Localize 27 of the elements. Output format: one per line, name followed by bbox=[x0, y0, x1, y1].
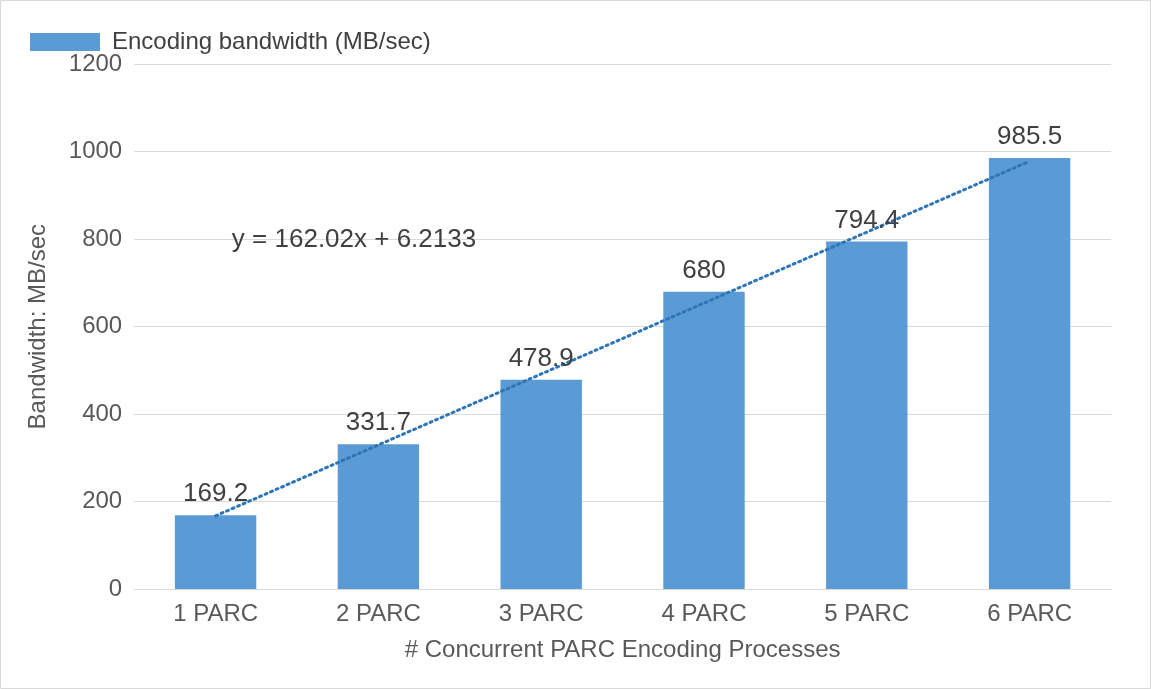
data-label: 169.2 bbox=[183, 477, 249, 508]
bar bbox=[500, 379, 582, 589]
bar bbox=[663, 291, 745, 589]
y-tick-label: 0 bbox=[108, 574, 123, 602]
x-tick-label: 2 PARC bbox=[335, 599, 421, 627]
y-tick-label: 600 bbox=[82, 311, 123, 339]
annotation: y = 162.02x + 6.2133 bbox=[231, 223, 477, 254]
x-tick-label: 6 PARC bbox=[987, 599, 1073, 627]
data-label: 985.5 bbox=[997, 120, 1063, 151]
bar bbox=[337, 444, 420, 589]
y-tick-label: 800 bbox=[82, 223, 123, 251]
data-label: 680 bbox=[682, 253, 726, 284]
x-tick-label: 5 PARC bbox=[824, 599, 910, 627]
y-tick-label: 1000 bbox=[68, 136, 123, 164]
data-label: 331.7 bbox=[345, 406, 411, 437]
y-tick-label: 400 bbox=[82, 398, 123, 426]
x-tick-label: 3 PARC bbox=[498, 599, 584, 627]
bar bbox=[988, 157, 1071, 589]
x-tick-label: 4 PARC bbox=[661, 599, 747, 627]
x-axis-title: # Concurrent PARC Encoding Processes bbox=[404, 635, 841, 663]
x-tick-label: 1 PARC bbox=[173, 599, 259, 627]
bar bbox=[826, 241, 908, 589]
y-axis-title: Bandwidth: MB/sec bbox=[23, 223, 51, 430]
data-label: 478.9 bbox=[508, 341, 574, 372]
y-tick-label: 200 bbox=[82, 486, 123, 514]
bar bbox=[174, 515, 257, 589]
data-label: 794.4 bbox=[834, 203, 900, 234]
